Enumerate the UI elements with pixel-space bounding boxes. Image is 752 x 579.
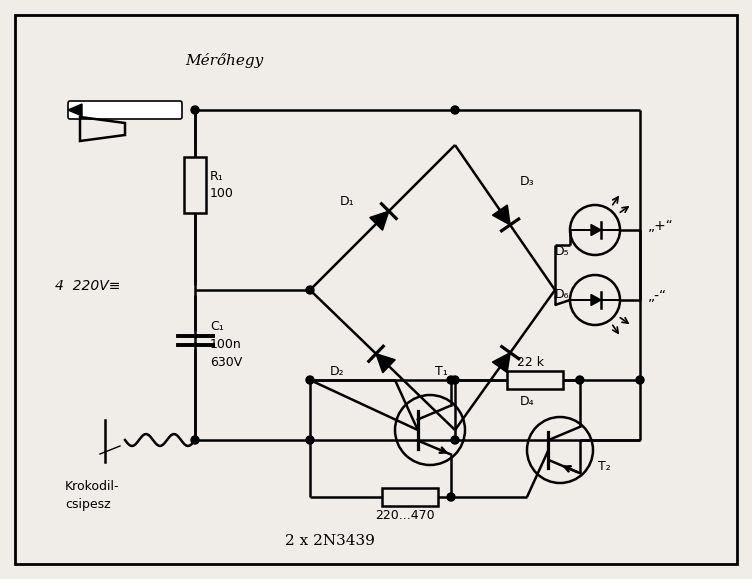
Bar (382, 488, 438, 506)
Text: 2 x 2N3439: 2 x 2N3439 (285, 534, 375, 548)
Text: 220...470: 220...470 (375, 509, 435, 522)
Text: T₁: T₁ (435, 365, 447, 378)
Text: D₅: D₅ (555, 245, 569, 258)
Text: csipesz: csipesz (65, 498, 111, 511)
Text: „-“: „-“ (648, 289, 667, 303)
Circle shape (191, 106, 199, 114)
Text: R₁: R₁ (210, 170, 224, 183)
Circle shape (306, 436, 314, 444)
Text: „+“: „+“ (648, 219, 674, 233)
Text: D₆: D₆ (555, 288, 569, 301)
Text: D₂: D₂ (330, 365, 344, 378)
Circle shape (306, 286, 314, 294)
Text: 100n: 100n (210, 338, 241, 351)
Polygon shape (591, 295, 601, 306)
Circle shape (636, 376, 644, 384)
Bar (184, 157, 206, 213)
Circle shape (447, 493, 455, 501)
Text: D₁: D₁ (340, 195, 355, 208)
Circle shape (451, 436, 459, 444)
Polygon shape (376, 354, 396, 373)
Circle shape (191, 436, 199, 444)
Text: 4  220V≡: 4 220V≡ (55, 279, 120, 293)
Text: Mérőhegy: Mérőhegy (185, 53, 263, 68)
Polygon shape (493, 353, 510, 372)
Text: C₁: C₁ (210, 320, 224, 333)
Polygon shape (68, 104, 82, 116)
Circle shape (447, 376, 455, 384)
FancyBboxPatch shape (68, 101, 182, 119)
Circle shape (306, 376, 314, 384)
Polygon shape (370, 211, 389, 230)
Text: T₂: T₂ (598, 460, 611, 473)
Bar (507, 371, 563, 389)
Text: 630V: 630V (210, 356, 242, 369)
Polygon shape (591, 225, 601, 236)
Text: D₄: D₄ (520, 395, 535, 408)
Polygon shape (493, 205, 510, 225)
Circle shape (576, 376, 584, 384)
Text: 100: 100 (210, 187, 234, 200)
Text: D₃: D₃ (520, 175, 535, 188)
Text: 22 k: 22 k (517, 356, 544, 369)
Text: Krokodil-: Krokodil- (65, 480, 120, 493)
Circle shape (451, 106, 459, 114)
Circle shape (451, 376, 459, 384)
